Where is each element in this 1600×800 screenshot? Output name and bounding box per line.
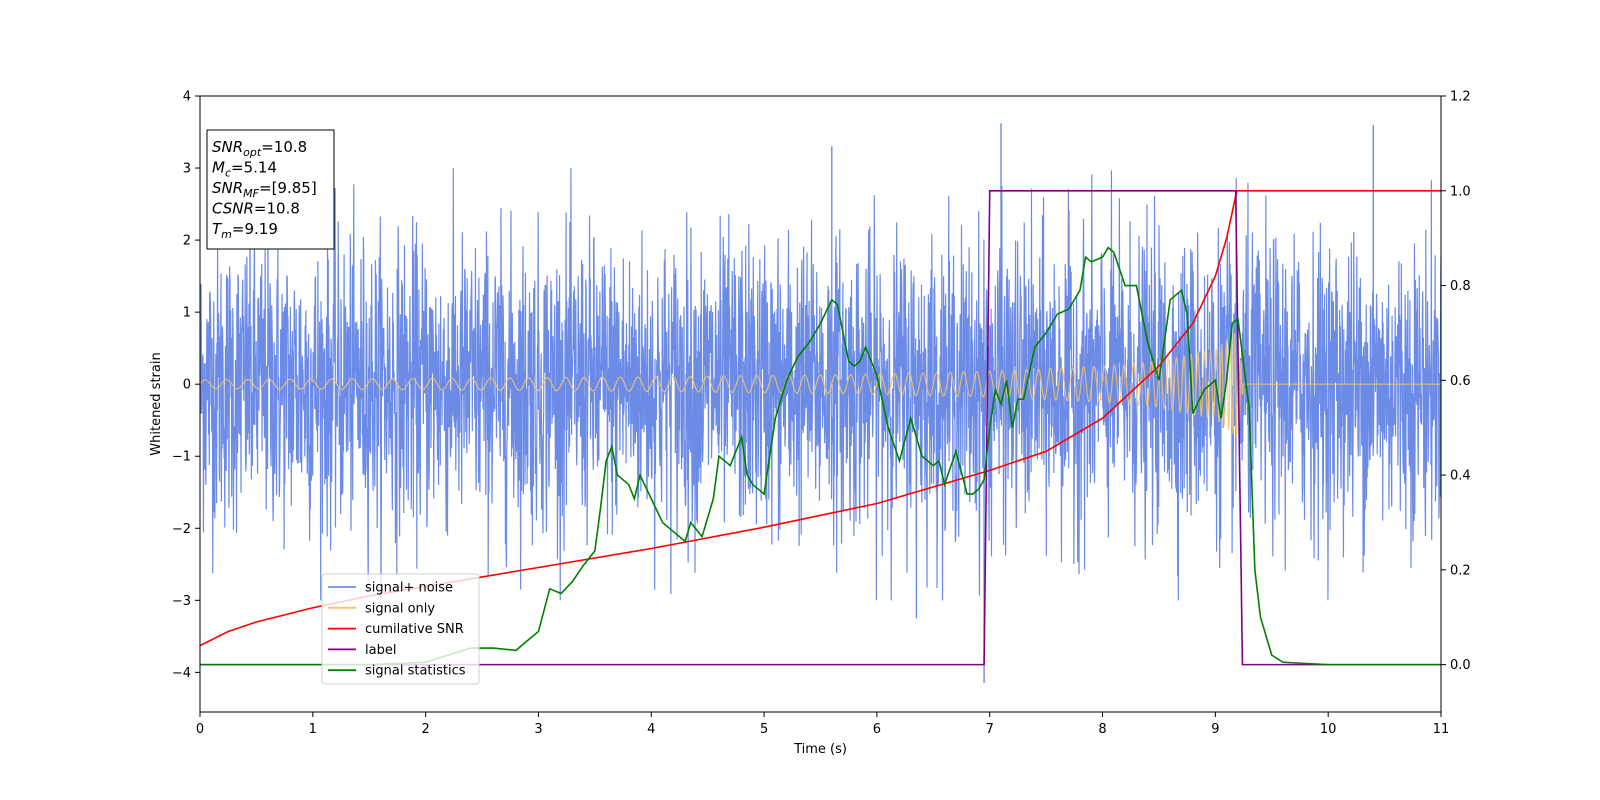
x-tick-label: 5 [760, 722, 768, 737]
legend-item-signal-only: signal only [328, 601, 435, 616]
x-tick-label: 9 [1211, 722, 1219, 737]
x-tick-label: 3 [534, 722, 542, 737]
info-line: Tm=9.19 [212, 220, 278, 241]
y-axis-label: Whitened strain [149, 352, 164, 455]
x-tick-label: 11 [1433, 722, 1450, 737]
x-axis: 0 1 2 3 4 5 6 7 8 9 10 11 [196, 712, 1449, 737]
series-signal-only [200, 332, 1441, 436]
info-symbol: T [212, 220, 223, 238]
legend-label: cumilative SNR [365, 622, 464, 637]
y-left-tick-label: 1 [183, 306, 191, 321]
series-label [200, 189, 1441, 666]
y-right-tick-label: 0.0 [1450, 658, 1471, 673]
info-line: Mc=5.14 [212, 159, 277, 180]
legend-label: signal statistics [365, 664, 466, 679]
y-axis-right: 0.0 0.2 0.4 0.6 0.8 1.0 1.2 [1441, 90, 1471, 673]
y-right-tick-label: 0.8 [1450, 279, 1471, 294]
legend-item-signal-noise: signal+ noise [328, 581, 453, 596]
plot-series [200, 123, 1441, 684]
x-tick-label: 2 [421, 722, 429, 737]
y-left-tick-label: −1 [172, 450, 191, 465]
x-tick-label: 8 [1098, 722, 1106, 737]
info-value: =10.8 [261, 138, 307, 156]
legend: signal+ noise signal only cumilative SNR la… [321, 573, 480, 685]
info-line: SNRopt=10.8 [212, 138, 307, 159]
series-signal-statistics [200, 246, 1441, 666]
y-left-tick-label: −4 [172, 666, 191, 681]
x-tick-label: 6 [873, 722, 881, 737]
x-tick-label: 0 [196, 722, 204, 737]
legend-item-signal-statistics: signal statistics [328, 664, 466, 679]
info-value: =5.14 [231, 159, 277, 177]
info-value: =10.8 [254, 200, 300, 218]
info-symbol: CSNR [212, 200, 254, 218]
legend-label: signal only [365, 601, 435, 616]
y-right-tick-label: 1.0 [1450, 184, 1471, 199]
legend-item-cumilative-snr: cumilative SNR [328, 622, 464, 637]
info-box: SNRopt=10.8Mc=5.14SNRMF=[9.85]CSNR=10.8T… [206, 129, 335, 250]
y-left-tick-label: 3 [183, 162, 191, 177]
legend-label: label [365, 643, 396, 658]
y-right-tick-label: 1.2 [1450, 90, 1471, 105]
y-right-tick-label: 0.2 [1450, 563, 1471, 578]
x-axis-label: Time (s) [793, 742, 847, 757]
plot-frame [199, 95, 1442, 713]
y-left-tick-label: 0 [183, 378, 191, 393]
info-symbol: SNR [212, 179, 243, 197]
info-box-frame [206, 129, 335, 250]
info-symbol: SNR [212, 138, 243, 156]
info-subscript: m [221, 228, 232, 241]
y-left-tick-label: −3 [172, 594, 191, 609]
y-left-tick-label: 2 [183, 234, 191, 249]
y-left-tick-label: 4 [183, 90, 191, 105]
legend-frame [321, 573, 480, 685]
legend-item-label: label [328, 643, 396, 658]
info-line: SNRMF=[9.85] [212, 179, 317, 200]
x-tick-label: 7 [986, 722, 994, 737]
info-line: CSNR=10.8 [212, 200, 300, 218]
info-symbol: M [212, 159, 225, 177]
info-value: =9.19 [232, 220, 278, 238]
x-tick-label: 4 [647, 722, 655, 737]
legend-label: signal+ noise [365, 581, 453, 596]
y-axis-left: −4 −3 −2 −1 0 1 2 3 4 [172, 90, 200, 681]
info-subscript: MF [243, 187, 259, 200]
y-right-tick-label: 0.6 [1450, 374, 1471, 389]
y-right-tick-label: 0.4 [1450, 469, 1471, 484]
y-left-tick-label: −2 [172, 522, 191, 537]
x-tick-label: 1 [309, 722, 317, 737]
series-cumilative-snr [200, 189, 1441, 647]
x-tick-label: 10 [1320, 722, 1337, 737]
info-subscript: opt [243, 146, 262, 159]
info-subscript: c [225, 167, 231, 180]
info-value: =[9.85] [259, 179, 317, 197]
